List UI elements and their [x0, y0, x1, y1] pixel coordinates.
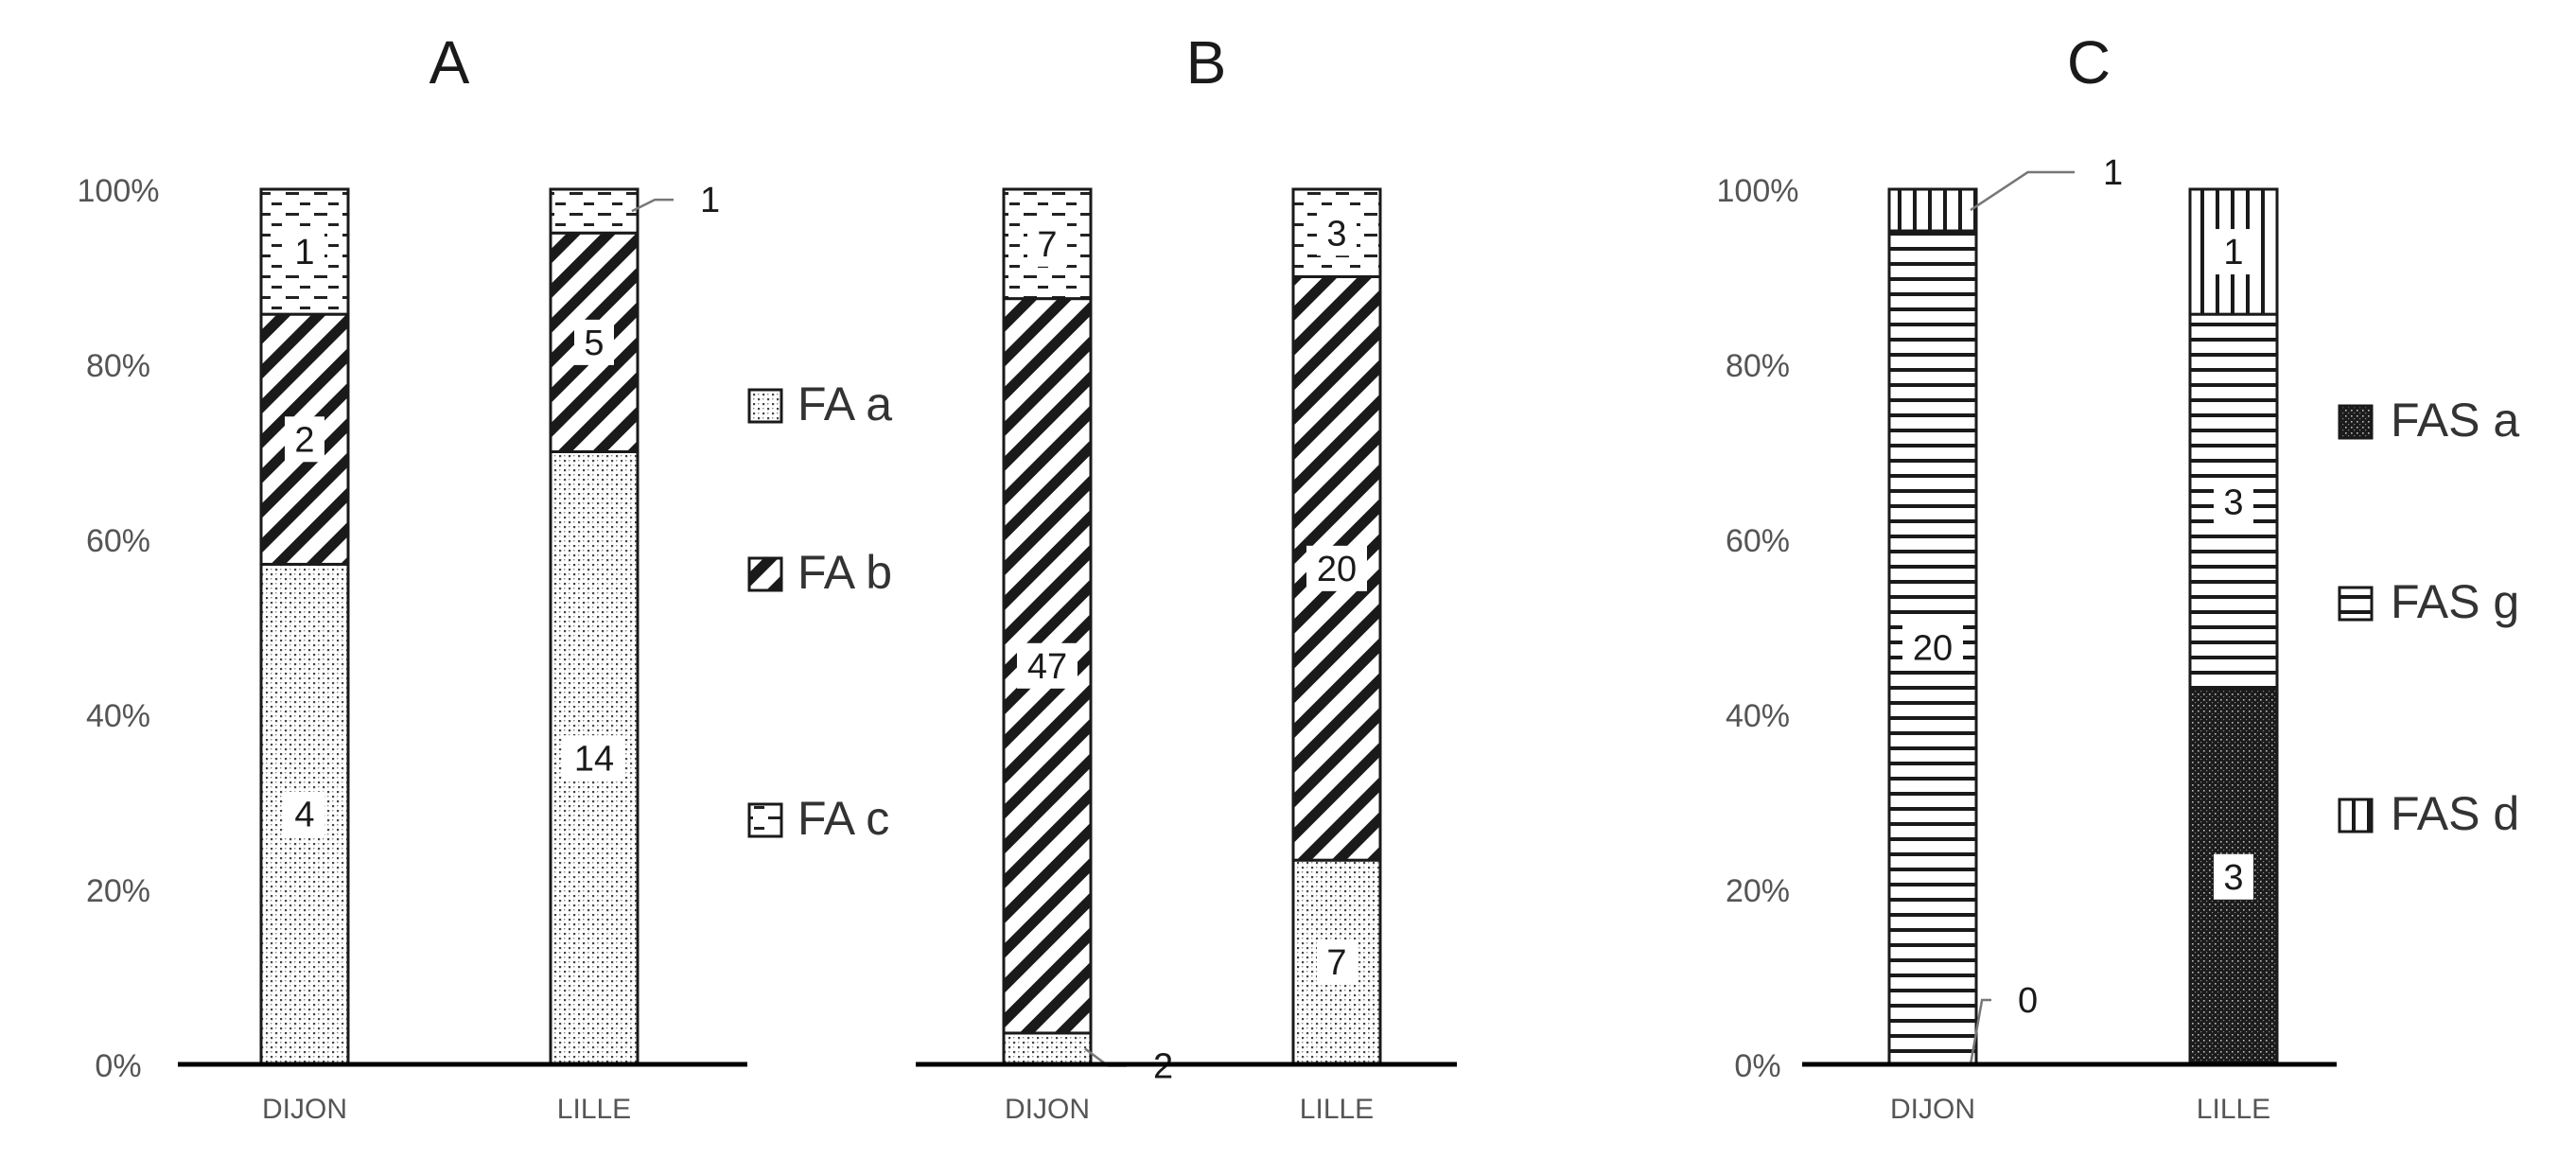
legend-swatch — [747, 556, 783, 592]
legend-label: FA b — [797, 546, 892, 599]
data-label-bg — [1306, 545, 1367, 591]
y-tick-label: 0% — [1734, 1048, 1780, 1084]
x-tick-label: LILLE — [1300, 1094, 1374, 1125]
data-label: 7 — [1037, 225, 1057, 265]
data-label: 2 — [294, 420, 314, 460]
data-label-bg — [2214, 229, 2253, 275]
legend-label: FAS d — [2391, 787, 2519, 840]
legend-label: FAS g — [2391, 575, 2519, 628]
legend-label: FAS a — [2391, 394, 2519, 447]
outside-data-label: 1 — [700, 181, 720, 220]
data-label-bg — [2214, 479, 2253, 525]
data-label-bg — [1027, 220, 1067, 267]
y-tick-label: 80% — [86, 348, 150, 384]
x-tick-label: DIJON — [1005, 1094, 1090, 1125]
y-tick-label: 60% — [1726, 523, 1790, 559]
bar-segment — [1002, 1031, 1093, 1066]
data-label-bg — [285, 416, 324, 463]
x-tick-label: LILLE — [2197, 1094, 2270, 1125]
legend-label: FA a — [797, 377, 892, 430]
data-label: 14 — [574, 739, 614, 779]
y-tick-label: 40% — [86, 698, 150, 734]
data-label: 47 — [1027, 647, 1067, 687]
y-tick-label: 100% — [1717, 173, 1799, 209]
data-label-bg — [1017, 642, 1078, 689]
legend-swatch — [2338, 798, 2374, 833]
legend-swatch — [747, 388, 783, 424]
y-tick-label: 20% — [1726, 873, 1790, 909]
outside-data-label: 1 — [2103, 153, 2123, 193]
data-label-bg — [285, 229, 324, 275]
data-label-bg — [574, 319, 614, 365]
bar-segment — [549, 187, 640, 235]
y-tick-label: 0% — [95, 1048, 141, 1084]
data-label-bg — [564, 735, 624, 781]
data-label: 1 — [2223, 233, 2243, 272]
x-tick-label: LILLE — [557, 1094, 631, 1125]
data-label: 3 — [2223, 858, 2243, 898]
x-tick-label: DIJON — [262, 1094, 347, 1125]
outside-data-label: 0 — [2018, 981, 2038, 1021]
data-label: 20 — [1317, 550, 1357, 589]
panel-title-B: B — [1186, 28, 1227, 96]
data-label: 1 — [294, 233, 314, 272]
data-label: 4 — [294, 796, 314, 835]
leader-line — [1970, 170, 2075, 212]
data-label: 5 — [584, 324, 604, 363]
data-label: 7 — [1326, 943, 1346, 983]
y-tick-label: 100% — [78, 173, 160, 209]
panel-title-A: A — [429, 28, 470, 96]
data-label: 20 — [1913, 629, 1953, 669]
bar-segment — [1887, 187, 1978, 233]
data-label: 3 — [2223, 482, 2243, 522]
y-tick-label: 60% — [86, 523, 150, 559]
panel-title-C: C — [2067, 28, 2111, 96]
legend-swatch — [747, 802, 783, 838]
legend-swatch — [2338, 404, 2374, 440]
data-label-bg — [1317, 210, 1357, 256]
data-label-bg — [1317, 939, 1357, 986]
y-tick-label: 20% — [86, 873, 150, 909]
legend-swatch — [2338, 586, 2374, 622]
data-label-bg — [1902, 624, 1963, 671]
data-label: 3 — [1326, 214, 1346, 254]
x-tick-label: DIJON — [1890, 1094, 1975, 1125]
y-tick-label: 40% — [1726, 698, 1790, 734]
y-tick-label: 80% — [1726, 348, 1790, 384]
leader-line — [1969, 998, 1991, 1065]
data-label-bg — [285, 791, 324, 837]
data-label-bg — [2214, 853, 2253, 900]
legend-label: FA c — [797, 792, 889, 845]
leader-line — [631, 198, 674, 213]
